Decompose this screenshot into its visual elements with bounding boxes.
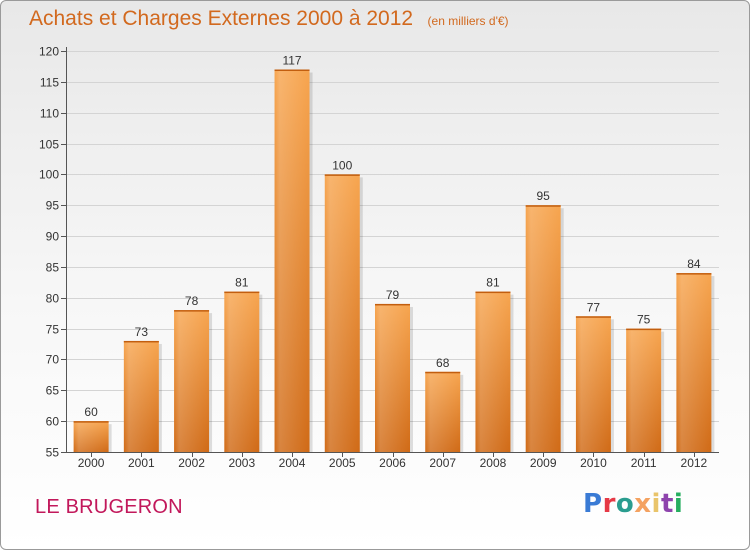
- bar-value-label: 77: [587, 300, 601, 314]
- y-tick-label: 65: [46, 384, 60, 398]
- x-tick-label: 2004: [279, 456, 306, 470]
- x-tick-label: 2012: [681, 456, 708, 470]
- y-tick-label: 75: [46, 323, 60, 337]
- x-tick-label: 2007: [429, 456, 456, 470]
- logo-letter: r: [602, 489, 616, 519]
- title-row: Achats et Charges Externes 2000 à 2012 (…: [29, 7, 509, 31]
- x-tick-label: 2006: [379, 456, 406, 470]
- logo-letter: x: [634, 489, 652, 519]
- y-tick-label: 120: [39, 45, 59, 59]
- bar-top-edge: [575, 316, 611, 318]
- bar-value-label: 100: [332, 158, 352, 172]
- bar-value-label: 117: [282, 54, 301, 68]
- bar-shine: [575, 316, 611, 452]
- bar-top-edge: [525, 205, 561, 207]
- bar-top-edge: [224, 291, 260, 294]
- bar-shine: [626, 328, 662, 452]
- bar-value-label: 81: [235, 276, 249, 290]
- y-tick-label: 105: [39, 138, 59, 152]
- bar-value-label: 68: [436, 356, 450, 370]
- y-tick-label: 95: [46, 199, 60, 213]
- x-tick-label: 2010: [580, 456, 607, 470]
- x-tick-label: 2002: [178, 456, 205, 470]
- bar-top-edge: [425, 371, 461, 374]
- x-tick-label: 2005: [329, 456, 356, 470]
- bar-shine: [475, 291, 511, 452]
- bar-top-edge: [626, 328, 662, 331]
- bar-value-label: 81: [486, 276, 500, 290]
- bar-shine: [525, 205, 561, 452]
- bar-shine: [224, 291, 260, 452]
- bar-shine: [123, 340, 159, 452]
- bar-top-edge: [475, 291, 511, 294]
- commune-name: LE BRUGERON: [35, 496, 183, 518]
- y-tick-label: 80: [46, 292, 60, 306]
- bar-layer: 60 73 78 81 117 100 79 68 81 95 77 75 84: [73, 54, 715, 452]
- logo-letter: i: [651, 489, 661, 519]
- bar-shine: [174, 310, 210, 452]
- bar-value-label: 60: [84, 405, 98, 419]
- logo-letter: o: [615, 489, 635, 519]
- x-tick-label: 2001: [128, 456, 155, 470]
- bar-top-edge: [123, 340, 159, 343]
- y-tick-label: 70: [46, 353, 60, 367]
- logo-letter: i: [673, 489, 684, 519]
- bar-value-label: 84: [687, 257, 701, 271]
- y-tick-label: 60: [46, 415, 60, 429]
- bar-top-edge: [73, 421, 109, 423]
- proxiti-logo[interactable]: Proxiti: [583, 489, 683, 519]
- y-tick-label: 85: [46, 261, 60, 275]
- x-tick-label: 2011: [631, 456, 657, 470]
- bar-top-edge: [274, 69, 310, 72]
- bar-top-edge: [174, 310, 210, 312]
- x-tick-label: 2003: [228, 456, 255, 470]
- bar-value-label: 73: [135, 325, 149, 339]
- bar-shine: [425, 371, 461, 452]
- x-tick-label: 2009: [530, 456, 557, 470]
- logo-letter: P: [583, 489, 603, 519]
- chart-title: Achats et Charges Externes 2000 à 2012: [29, 7, 414, 30]
- y-tick-label: 100: [39, 168, 59, 182]
- x-tick-label: 2008: [480, 456, 507, 470]
- y-tick-label: 90: [46, 230, 60, 244]
- bar-shine: [676, 273, 712, 452]
- bar-top-edge: [324, 174, 360, 176]
- bar-top-edge: [676, 273, 712, 275]
- logo-letter: t: [660, 489, 674, 519]
- bar-value-label: 79: [386, 288, 400, 302]
- axis-layer: 55 60 65 70 75 80 85 90 95 100 105 110 115 120 2000 200…: [39, 45, 719, 470]
- y-tick-label: 115: [40, 76, 59, 90]
- bar-top-edge: [375, 303, 410, 306]
- bar-value-label: 78: [185, 294, 199, 308]
- chart-subtitle: (en milliers d'€): [427, 14, 509, 28]
- bar-value-label: 95: [537, 189, 551, 203]
- bar-shine: [324, 174, 360, 452]
- x-tick-label: 2000: [78, 456, 105, 470]
- bar-shine: [73, 421, 109, 452]
- bar-value-label: 75: [637, 313, 651, 327]
- bar-shine: [375, 303, 410, 452]
- y-tick-label: 55: [46, 446, 60, 460]
- bar-shine: [274, 69, 310, 452]
- y-tick-label: 110: [40, 107, 59, 121]
